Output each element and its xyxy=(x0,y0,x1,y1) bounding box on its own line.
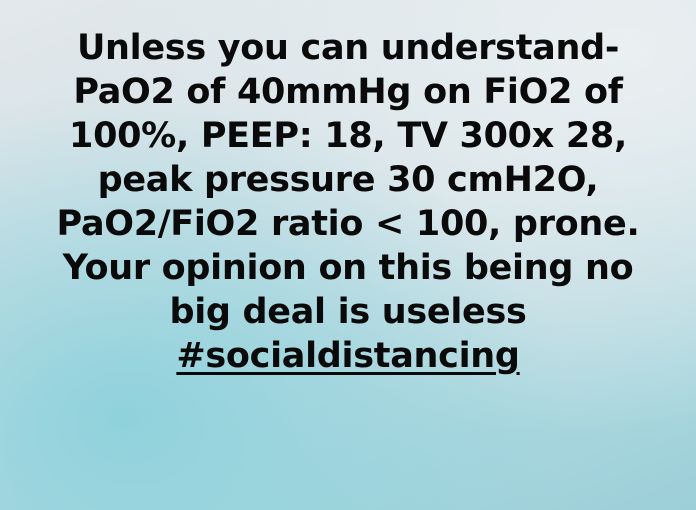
text-line-7: big deal is useless xyxy=(169,292,527,332)
text-line-6: Your opinion on this being no xyxy=(62,248,634,288)
text-line-4: peak pressure 30 cmH2O, xyxy=(97,160,599,200)
hashtag-link[interactable]: #socialdistancing xyxy=(176,336,520,376)
text-line-3: 100%, PEEP: 18, TV 300x 28, xyxy=(69,116,627,156)
text-line-1: Unless you can understand- xyxy=(76,28,620,68)
hashtag-line: #socialdistancing xyxy=(0,334,696,378)
text-line-5: PaO2/FiO2 ratio < 100, prone. xyxy=(56,204,640,244)
text-line-2: PaO2 of 40mmHg on FiO2 of xyxy=(73,72,623,112)
story-text-block: Unless you can understand- PaO2 of 40mmH… xyxy=(0,26,696,378)
